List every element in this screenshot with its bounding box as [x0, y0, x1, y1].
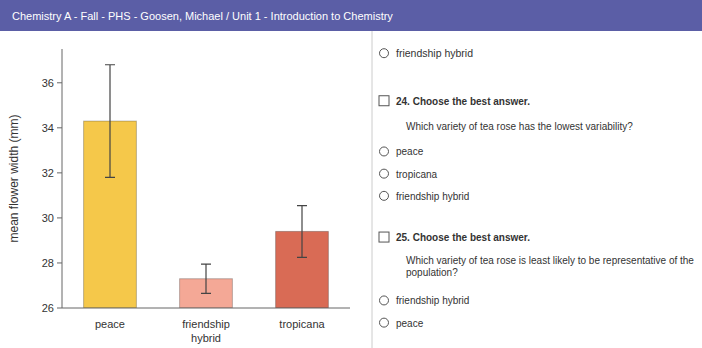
y-tick-label: 26	[42, 302, 54, 314]
text-line: 32	[42, 167, 54, 179]
text-line: population?	[406, 266, 458, 277]
divider	[372, 31, 373, 348]
error-bar	[297, 206, 307, 258]
text-line: peace	[396, 317, 424, 328]
text-line: peace	[396, 146, 424, 157]
text-line: Which variety of tea rose is least likel…	[406, 254, 694, 265]
chart-root: Chemistry A - Fall - PHS - Goosen, Micha…	[0, 0, 702, 348]
annotation: 24. Choose the best answer.	[396, 95, 530, 106]
y-tick	[57, 262, 62, 263]
text-line: friendship hybrid	[396, 47, 473, 59]
y-tick	[57, 308, 62, 309]
x-tick-label: friendship hybrid	[182, 318, 230, 343]
annotation: 25. Choose the best answer.	[396, 232, 530, 243]
y-axis-label: mean flower width (mm)	[7, 114, 21, 242]
y-tick-label: 28	[42, 257, 54, 269]
text-line: 34	[42, 122, 54, 134]
text-line: 24. Choose the best answer.	[396, 95, 530, 106]
plot-area	[84, 65, 329, 308]
checkbox-icon	[379, 96, 389, 106]
text-line: mean flower width (mm)	[7, 114, 21, 242]
annotation: friendship hybrid	[396, 190, 469, 201]
header-bar	[0, 0, 702, 31]
error-bar	[201, 264, 211, 293]
annotation: Which variety of tea rose has the lowest…	[406, 121, 633, 132]
chart-svg: Chemistry A - Fall - PHS - Goosen, Micha…	[0, 0, 702, 348]
radio-icon	[380, 296, 389, 305]
annotation: Which variety of tea rose is least likel…	[406, 254, 694, 277]
text-line: friendship hybrid	[396, 295, 469, 306]
text-line: peace	[95, 318, 125, 330]
radio-icon	[380, 318, 389, 327]
checkbox-icon	[379, 232, 389, 242]
text-line: 30	[42, 212, 54, 224]
y-tick-label: 32	[42, 167, 54, 179]
text-line: Which variety of tea rose has the lowest…	[406, 121, 633, 132]
radio-icon	[380, 49, 389, 58]
text-line: 26	[42, 302, 54, 314]
y-tick-label: 30	[42, 212, 54, 224]
text-line: tropicana	[279, 318, 325, 330]
text-line: 28	[42, 257, 54, 269]
y-tick-label: 34	[42, 122, 54, 134]
text-line: tropicana	[396, 168, 438, 179]
y-tick	[57, 172, 62, 173]
text-line: friendship hybrid	[396, 190, 469, 201]
annotation: friendship hybrid	[396, 295, 469, 306]
text-line: friendship	[182, 318, 230, 330]
y-tick	[57, 217, 62, 218]
y-tick-label: 36	[42, 77, 54, 89]
error-bar	[105, 65, 115, 178]
annotation: friendship hybrid	[396, 47, 473, 59]
x-axis	[62, 308, 350, 309]
y-axis	[62, 49, 63, 308]
x-tick-label: tropicana	[279, 318, 325, 330]
annotation: peace	[396, 146, 424, 157]
radio-icon	[380, 169, 389, 178]
y-tick	[57, 127, 62, 128]
radio-icon	[380, 191, 389, 200]
text-line: Chemistry A - Fall - PHS - Goosen, Micha…	[12, 10, 393, 22]
title: Chemistry A - Fall - PHS - Goosen, Micha…	[12, 10, 393, 22]
radio-icon	[380, 147, 389, 156]
text-line: 36	[42, 77, 54, 89]
x-tick-label: peace	[95, 318, 125, 330]
annotation: peace	[396, 317, 424, 328]
text-line: 25. Choose the best answer.	[396, 232, 530, 243]
y-tick	[57, 82, 62, 83]
text-line: hybrid	[191, 332, 221, 344]
annotation: tropicana	[396, 168, 438, 179]
